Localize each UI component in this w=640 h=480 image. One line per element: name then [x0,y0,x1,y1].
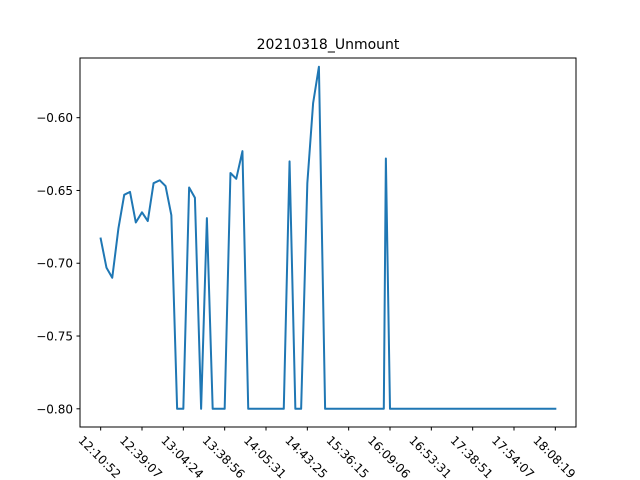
y-tick-label: −0.80 [36,402,73,416]
chart-title: 20210318_Unmount [257,37,400,53]
y-axis-ticks: −0.80 −0.75 −0.70 −0.65 −0.60 [36,111,80,416]
y-tick-label: −0.65 [36,184,73,198]
plot-frame [79,57,577,428]
y-tick-label: −0.70 [36,257,73,271]
y-tick-label: −0.60 [36,111,73,125]
y-tick-label: −0.75 [36,330,73,344]
series-line [99,65,557,410]
